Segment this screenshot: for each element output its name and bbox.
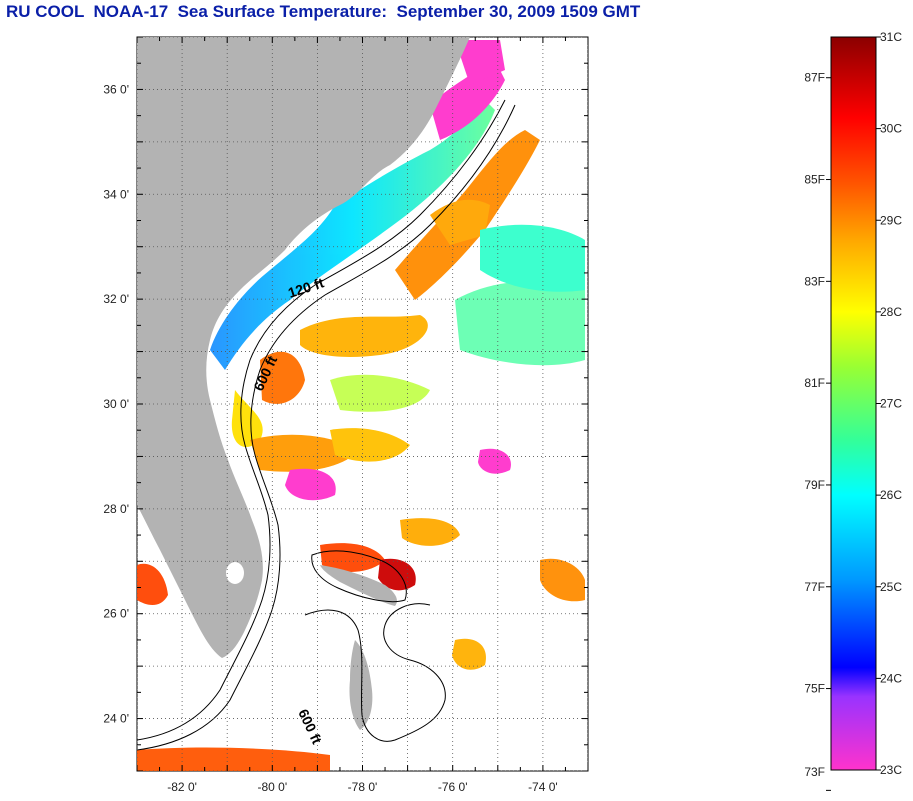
cold-patch-east [478, 448, 511, 474]
lon-tick-label: -78 0' [348, 780, 378, 794]
lake-okeechobee [226, 562, 244, 584]
colorbar-celsius-label: 26C [880, 488, 902, 502]
andros-island [349, 640, 373, 730]
colorbar-fahrenheit-label: 77F [804, 580, 825, 594]
colorbar-celsius-label: 23C [880, 763, 902, 777]
colorbar-fahrenheit-label: 79F [804, 478, 825, 492]
cyan-patch-east [480, 224, 585, 292]
lat-tick-label: 28 0' [103, 502, 129, 516]
land-mass [137, 37, 470, 658]
colorbar-celsius-label: 27C [880, 397, 902, 411]
cold-patch-south [285, 468, 336, 501]
bathymetry-contours [137, 99, 516, 751]
lon-tick-label: -74 0' [528, 780, 558, 794]
warm-eddy-north [430, 199, 490, 245]
warm-patch-bahamas [320, 543, 385, 572]
colorbar-fahrenheit-label: 81F [804, 376, 825, 390]
latitude-axis: 24 0' 26 0' 28 0' 30 0' 32 0' 34 0' 36 0' [103, 36, 588, 772]
lon-tick-label: -80 0' [257, 780, 287, 794]
contour-120ft [137, 99, 506, 741]
colorbar-celsius-label: 25C [880, 580, 902, 594]
lon-tick-label: -76 0' [438, 780, 468, 794]
colorbar-celsius-label: 28C [880, 305, 902, 319]
lat-tick-label: 36 0' [103, 82, 129, 96]
yellow-patch [231, 390, 263, 448]
colorbar-celsius-label: 31C [880, 30, 902, 44]
longitude-axis: -82 0' -80 0' -78 0' -76 0' -74 0' [136, 37, 589, 794]
colorbar-celsius-label: 29C [880, 213, 902, 227]
warm-patch-south-edge [137, 747, 330, 771]
lat-tick-label: 30 0' [103, 397, 129, 411]
colorbar-gradient [830, 36, 877, 771]
contour-little-bahama [311, 550, 407, 603]
contour-bahamas [304, 603, 446, 742]
lat-tick-label: 26 0' [103, 607, 129, 621]
cold-patch-north-2 [455, 40, 505, 85]
lat-tick-label: 32 0' [103, 292, 129, 306]
coastal-cool-band [210, 95, 495, 370]
warm-patch-far-east [540, 558, 585, 602]
warm-patch-florida-2 [330, 428, 410, 462]
colorbar-fahrenheit-labels: 73F 75F 77F 79F 81F 83F 85F 87F [804, 71, 831, 791]
cool-patch-east [455, 281, 585, 366]
colorbar-fahrenheit-label: 73F [804, 765, 825, 779]
warm-patch-se [452, 638, 486, 670]
colorbar-fahrenheit-label: 85F [804, 173, 825, 187]
map-content: 120 ft 600 ft 600 ft [137, 37, 588, 771]
sst-patches [137, 40, 585, 771]
lat-tick-label: 34 0' [103, 187, 129, 201]
warm-patch-west [137, 563, 168, 605]
colorbar-fahrenheit-label: 83F [804, 274, 825, 288]
green-patch [330, 374, 430, 412]
colorbar-fahrenheit-label: 75F [804, 682, 825, 696]
warm-patch-mid-2 [300, 315, 428, 357]
hot-patch-bahamas [378, 558, 416, 591]
grand-bahama [320, 565, 397, 606]
cold-patch-north [430, 60, 505, 140]
colorbar-celsius-label: 30C [880, 122, 902, 136]
contour-600ft [137, 104, 516, 751]
colorbar-celsius-label: 24C [880, 671, 902, 685]
colorbar-fahrenheit-label: 87F [804, 71, 825, 85]
map-title: RU COOL NOAA-17 Sea Surface Temperature:… [6, 2, 641, 21]
temperature-colorbar: 23C 24C 25C 26C 27C 28C 29C 30C 31C 73F 75F 77F 79F… [804, 30, 902, 791]
colorbar-celsius-labels: 23C 24C 25C 26C 27C 28C 29C 30C 31C [876, 30, 902, 777]
warm-patch-florida [250, 434, 360, 472]
lon-tick-label: -82 0' [167, 780, 197, 794]
warm-patch-central [400, 518, 460, 546]
lat-tick-label: 24 0' [103, 712, 129, 726]
warm-patch-mid [260, 351, 305, 404]
